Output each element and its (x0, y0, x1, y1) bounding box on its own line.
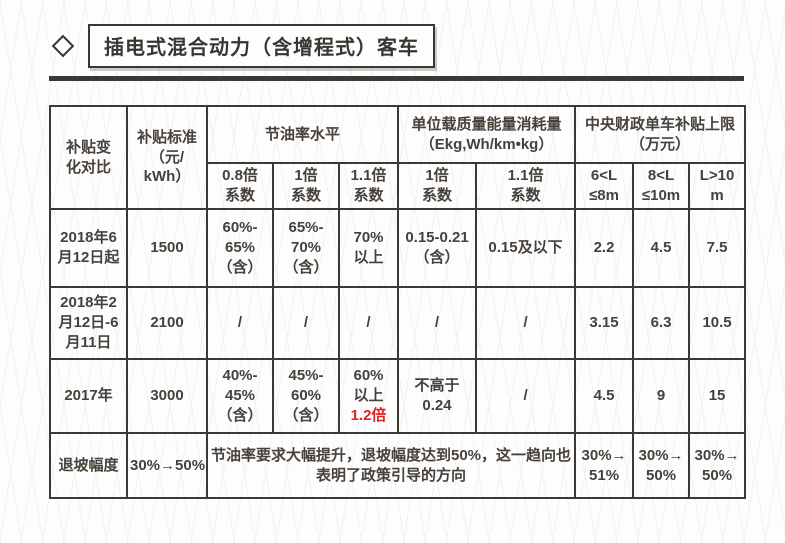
header-sub-length-over-10m: L>10 m (688, 162, 747, 210)
table-row: 退坡幅度 30%→50% 节油率要求大幅提升，退坡幅度达到50%，这一趋向也 表… (49, 432, 747, 499)
table-cell: 4.5 (632, 208, 691, 288)
period-cell: 2018年2 月12日-6 月11日 (49, 286, 128, 360)
table-cell: 10.5 (688, 286, 747, 360)
table-cell: 4.5 (574, 358, 635, 434)
header-sub-fuel-1-1x: 1.1倍 系数 (337, 162, 400, 210)
note-cell: 节油率要求大幅提升，退坡幅度达到50%，这一趋向也 表明了政策引导的方向 (205, 432, 577, 499)
page-title: 插电式混合动力（含增程式）客车 (104, 37, 419, 59)
diamond-icon (51, 34, 75, 58)
table-cell: 60% 以上 1.2倍 (337, 358, 400, 434)
table-cell: 0.15及以下 (475, 208, 577, 288)
header-sub-energy-1-1x: 1.1倍 系数 (475, 162, 577, 210)
highlight-value: 1.2倍 (350, 406, 387, 424)
table-cell: / (475, 286, 577, 360)
table-cell: 不高于 0.24 (397, 358, 478, 434)
header-cell-standard: 补贴标准 （元/ kWh） (126, 105, 208, 210)
table-cell: / (397, 286, 478, 360)
title-divider (49, 76, 744, 81)
header-sub-length-6-8m: 6<L ≤8m (574, 162, 635, 210)
subsidy-table: 补贴变 化对比 补贴标准 （元/ kWh） 节油率水平 单位载质量能量消耗量 （… (49, 105, 747, 499)
period-cell: 2018年6 月12日起 (49, 208, 128, 288)
header-sub-length-8-10m: 8<L ≤10m (632, 162, 691, 210)
header-group-subsidy-cap: 中央财政单车补贴上限 （万元） (574, 105, 747, 164)
standard-cell: 1500 (126, 208, 208, 288)
header-cell-compare: 补贴变 化对比 (49, 105, 128, 210)
table-cell: 7.5 (688, 208, 747, 288)
table-cell: 30%→ 50% (688, 432, 747, 499)
table-cell: / (206, 286, 274, 360)
header-sub-fuel-0-8x: 0.8倍 系数 (206, 162, 274, 210)
table-cell: 45%- 60% （含） (272, 358, 340, 434)
period-cell: 2017年 (49, 358, 128, 434)
table-cell: 70% 以上 (337, 208, 400, 288)
table-cell: 40%- 45% （含） (206, 358, 274, 434)
table-row: 2018年2 月12日-6 月11日 2100 / / / / / 3.15 6… (49, 286, 747, 360)
table-cell: / (272, 286, 340, 360)
standard-cell: 2100 (126, 286, 208, 360)
table-cell: / (475, 358, 577, 434)
table-cell: 60%- 65% （含） (206, 208, 274, 288)
header-sub-fuel-1x: 1倍 系数 (272, 162, 340, 210)
period-cell: 退坡幅度 (49, 432, 128, 499)
standard-cell: 30%→50% (126, 432, 208, 499)
table-cell: 30%→ 50% (632, 432, 691, 499)
table-cell: 6.3 (632, 286, 691, 360)
title-box: 插电式混合动力（含增程式）客车 (88, 24, 435, 68)
header-group-energy: 单位载质量能量消耗量 （Ekg,Wh/km•kg） (397, 105, 577, 164)
title-row: 插电式混合动力（含增程式）客车 (51, 24, 435, 68)
table-row: 2018年6 月12日起 1500 60%- 65% （含） 65%- 70% … (49, 208, 747, 288)
table-cell: / (337, 286, 400, 360)
table-cell: 3.15 (574, 286, 635, 360)
standard-cell: 3000 (126, 358, 208, 434)
header-sub-energy-1x: 1倍 系数 (397, 162, 478, 210)
table-cell: 0.15-0.21 （含） (397, 208, 478, 288)
table-cell: 15 (688, 358, 747, 434)
table-cell: 2.2 (574, 208, 635, 288)
table-cell: 9 (632, 358, 691, 434)
table-row: 2017年 3000 40%- 45% （含） 45%- 60% （含） 60%… (49, 358, 747, 434)
header-group-fuel-saving: 节油率水平 (205, 105, 400, 164)
cell-text: 60% 以上 (353, 367, 384, 405)
table-cell: 30%→ 51% (574, 432, 635, 499)
table-cell: 65%- 70% （含） (272, 208, 340, 288)
